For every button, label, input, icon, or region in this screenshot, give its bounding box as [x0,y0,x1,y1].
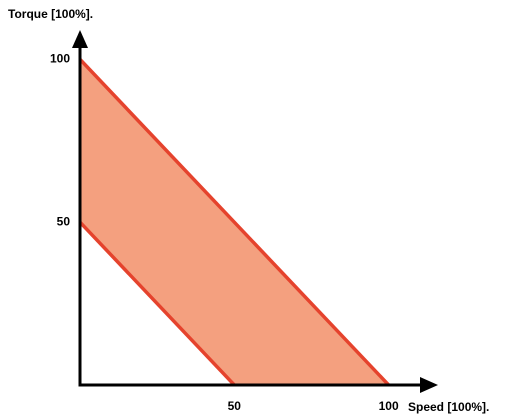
y-tick-label: 50 [57,214,71,228]
y-axis-label: Torque [100%]. [8,7,93,21]
x-tick-label: 100 [379,399,399,413]
y-axis-arrow [72,30,88,48]
x-axis-label: Speed [100%]. [408,400,489,414]
y-tick-label: 100 [50,51,70,65]
x-axis-arrow [420,377,438,393]
boundary-line [78,220,236,387]
x-tick-label: 50 [228,399,242,413]
boundary-line [78,58,390,387]
